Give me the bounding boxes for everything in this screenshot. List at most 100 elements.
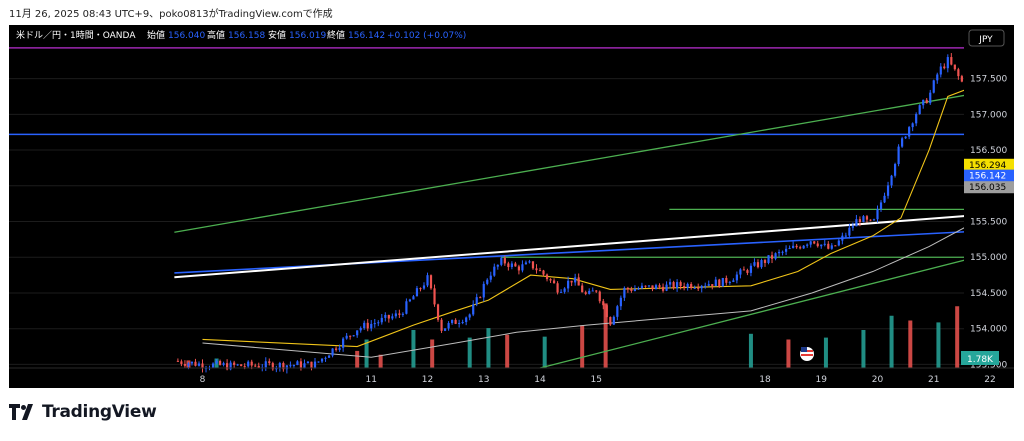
candle-body [904,136,907,139]
candle-body [236,364,239,366]
candle-body [893,164,897,176]
candle-body [218,360,222,365]
price-label-box [964,158,1014,171]
price-chart[interactable]: 157.500157.000156.500156.000155.500155.0… [9,25,1014,388]
candle-body [398,313,401,315]
tradingview-logo: TradingView [9,402,157,422]
candle-body [285,365,288,370]
candle-body [784,248,788,252]
us-flag-icon[interactable] [800,347,814,361]
candle-body [296,361,299,366]
candle-body [366,322,369,329]
slow-moving-average [202,208,1014,358]
candle-body [953,64,956,70]
candle-body [292,365,296,367]
candle-body [190,361,194,364]
candle-body [247,361,250,367]
candle-body [482,283,485,298]
candle-body [345,335,348,339]
candle-body [950,57,953,65]
candle-body [851,226,854,228]
volume-bar [823,337,828,368]
candle-body [665,284,668,291]
candle-body [271,363,274,370]
candle-body [577,277,580,286]
time-tick-label: 20 [872,375,884,385]
time-tick-label: 11 [366,375,377,385]
candle-body [412,296,415,300]
candle-body [545,274,549,280]
svg-text:1.78K: 1.78K [967,355,994,365]
candle-body [781,251,784,253]
candle-body [936,74,939,81]
candle-body [683,286,686,288]
candle-body [240,364,243,367]
candle-body [349,335,352,337]
candle-body [718,279,721,287]
volume-bar [467,337,472,368]
candle-body [756,262,760,268]
candle-body [876,209,879,220]
candle-body [408,299,412,302]
candle-body [542,270,545,275]
currency-button[interactable]: JPY [968,29,1005,47]
chart-caption: 11月 26, 2025 08:43 UTC+9、poko0813がTradin… [9,9,333,20]
candle-body [486,279,489,284]
chart-background [9,25,1014,388]
price-label-text: 156.294 [969,161,1006,171]
volume-last-label: 1.78K [961,351,999,365]
white-trendline [174,211,1014,279]
candle-body [616,306,619,317]
candle-body [602,301,605,306]
candle-body [443,328,447,331]
candle-body [384,314,387,318]
price-tick-label: 157.500 [970,75,1007,85]
candle-body [475,297,478,305]
candle-body [278,362,281,368]
candle-body [254,365,257,367]
candle-body [619,297,622,307]
candle-body [356,330,359,336]
candle-body [514,263,517,267]
candle-body [257,365,260,368]
time-tick-label: 13 [478,375,489,385]
candle-body [858,219,862,222]
candle-body [929,92,932,104]
legend-symbol: 米ドル／円・1時間・OANDA [16,29,136,41]
legend-change: +0.102 (+0.07%) [387,31,466,41]
candle-body [436,304,440,320]
candle-body [792,245,795,249]
green-upper-channel-line [174,86,1014,233]
candle-body [549,279,552,281]
volume-bar [542,336,547,368]
candle-body [672,282,675,289]
candle-body [226,363,229,370]
candle-body [282,362,285,370]
candle-body [704,285,707,287]
candle-body [679,282,682,287]
candle-body [289,365,292,367]
volume-bar [889,315,894,368]
candle-body [559,291,563,293]
legend-high-label: 高値 [207,29,225,41]
candle-body [609,317,612,325]
candle-body [802,245,805,249]
candle-body [690,284,693,289]
candle-body [229,362,232,370]
candle-body [507,263,510,268]
candle-body [939,66,942,75]
time-tick-label: 21 [928,375,939,385]
candle-body [830,245,833,249]
candle-body [749,265,753,273]
volume-bar [936,322,941,368]
candle-body [500,258,503,265]
candle-body [370,323,373,329]
candle-body [211,363,215,368]
candle-body [901,138,904,147]
candle-body [823,243,826,245]
candle-body [194,361,197,366]
candle-body [387,314,390,319]
candle-body [918,105,921,115]
candle-body [574,277,577,283]
